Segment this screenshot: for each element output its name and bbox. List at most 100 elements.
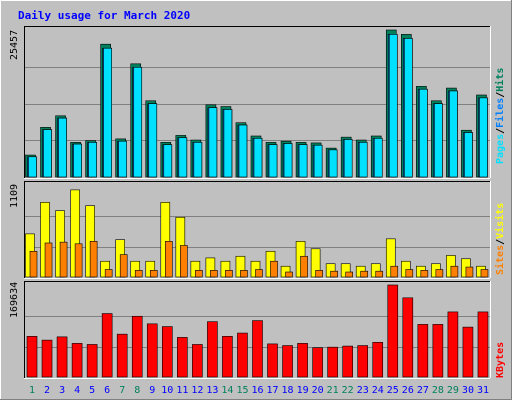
- hits-max-label: 25457: [9, 30, 20, 60]
- day-label: 3: [59, 385, 65, 396]
- kbytes-bar: [357, 345, 369, 378]
- pages-bar: [479, 97, 488, 178]
- day-label: 28: [432, 385, 444, 396]
- sites-bar: [300, 255, 308, 278]
- sites-bar: [104, 269, 113, 278]
- pages-bar: [388, 34, 398, 178]
- day-label: 27: [417, 385, 429, 396]
- sites-bar: [405, 269, 414, 278]
- kbytes-bar: [56, 336, 68, 378]
- pages-bar: [208, 107, 218, 178]
- day-label: 12: [191, 385, 203, 396]
- day-label: 2: [44, 385, 50, 396]
- pages-bar: [178, 137, 188, 178]
- pages-bar: [118, 140, 127, 178]
- day-label: 30: [462, 385, 474, 396]
- day-axis-labels: 1 2 3 4 5 6 7 8 9 10 11 12 13 14 15 16 17 18 19 20 21 22 23 24 2…: [29, 385, 489, 396]
- sites-bar: [390, 265, 399, 278]
- pages-bar: [419, 88, 428, 178]
- sites-bar: [360, 270, 369, 278]
- kbytes-bar: [41, 339, 53, 378]
- pages-bar: [193, 142, 203, 178]
- kbytes-bar: [252, 320, 263, 378]
- sites-bar: [44, 242, 53, 278]
- kbytes-bar: [417, 324, 429, 378]
- legend-files: Files: [494, 98, 506, 128]
- kbytes-bar: [297, 343, 308, 378]
- pages-bar: [43, 129, 52, 178]
- kbytes-bar: [402, 297, 414, 378]
- sites-bar: [89, 241, 98, 278]
- kbytes-bar: [71, 343, 83, 378]
- sites-bar: [59, 241, 68, 278]
- sites-bar: [119, 254, 128, 278]
- day-label: 20: [312, 385, 324, 396]
- day-label: 29: [447, 385, 459, 396]
- sites-bar: [315, 270, 323, 278]
- legend-sites: Sites: [494, 245, 506, 275]
- chart-title: Daily usage for March 2020: [18, 9, 190, 22]
- pages-bar: [343, 139, 353, 178]
- pages-bar: [268, 144, 278, 178]
- kbytes-bar: [101, 313, 113, 378]
- legend-hits: Hits: [494, 68, 506, 92]
- pages-bar: [148, 103, 158, 178]
- pages-bar: [73, 143, 82, 178]
- kbytes-bar: [327, 346, 338, 378]
- hits-files-pages-bars: [25, 29, 488, 178]
- pages-bar: [449, 90, 458, 178]
- day-label: 1: [29, 385, 35, 396]
- kbytes-bar: [477, 311, 489, 378]
- pages-bar: [58, 117, 67, 178]
- day-label: 11: [176, 385, 188, 396]
- kbytes-bar: [86, 344, 98, 378]
- day-label: 9: [149, 385, 155, 396]
- sites-bar: [225, 270, 233, 278]
- pages-bar: [313, 144, 323, 178]
- visits-max-label: 1109: [9, 184, 20, 208]
- day-label: 18: [282, 385, 294, 396]
- kbytes-bar: [312, 347, 323, 378]
- svg-text:Sites/Visits: Sites/Visits: [494, 203, 506, 275]
- day-label: 6: [104, 385, 110, 396]
- pages-bar: [133, 66, 143, 178]
- legend-kbytes: KBytes: [495, 342, 506, 378]
- kbytes-bar: [207, 321, 218, 378]
- visits-panel-legend: Sites/Visits: [494, 203, 506, 275]
- kbytes-bar: [146, 323, 158, 378]
- sites-bar: [255, 269, 263, 278]
- pages-bar: [238, 124, 248, 178]
- pages-bar: [358, 142, 368, 178]
- pages-bar: [328, 149, 338, 178]
- kbytes-bar: [222, 336, 233, 378]
- kbytes-panel-legend: KBytes: [495, 342, 506, 378]
- pages-bar: [88, 142, 97, 178]
- sites-bar: [180, 245, 188, 278]
- kbytes-max-label: 169634: [9, 282, 20, 318]
- day-label: 16: [251, 385, 263, 396]
- day-label: 8: [134, 385, 140, 396]
- sites-bar: [465, 266, 474, 278]
- kbytes-bar: [237, 332, 248, 378]
- pages-bar: [298, 144, 308, 178]
- day-label: 31: [477, 385, 489, 396]
- kbytes-bar: [447, 311, 459, 378]
- day-label: 7: [119, 385, 125, 396]
- kbytes-bar: [432, 324, 444, 378]
- sites-bar: [240, 270, 248, 278]
- kbytes-bar: [387, 284, 399, 378]
- day-label: 25: [387, 385, 399, 396]
- sites-bar: [345, 271, 353, 278]
- sites-bar: [270, 260, 278, 278]
- sites-bar: [74, 243, 83, 278]
- legend-pages: Pages: [495, 134, 506, 164]
- legend-visits: Visits: [494, 203, 506, 239]
- sites-bar: [375, 270, 384, 278]
- pages-bar: [253, 138, 263, 178]
- kbytes-bar: [267, 343, 278, 378]
- day-label: 24: [372, 385, 384, 396]
- day-label: 4: [74, 385, 80, 396]
- kbytes-bar: [26, 336, 38, 378]
- day-label: 10: [161, 385, 173, 396]
- pages-bar: [464, 132, 473, 178]
